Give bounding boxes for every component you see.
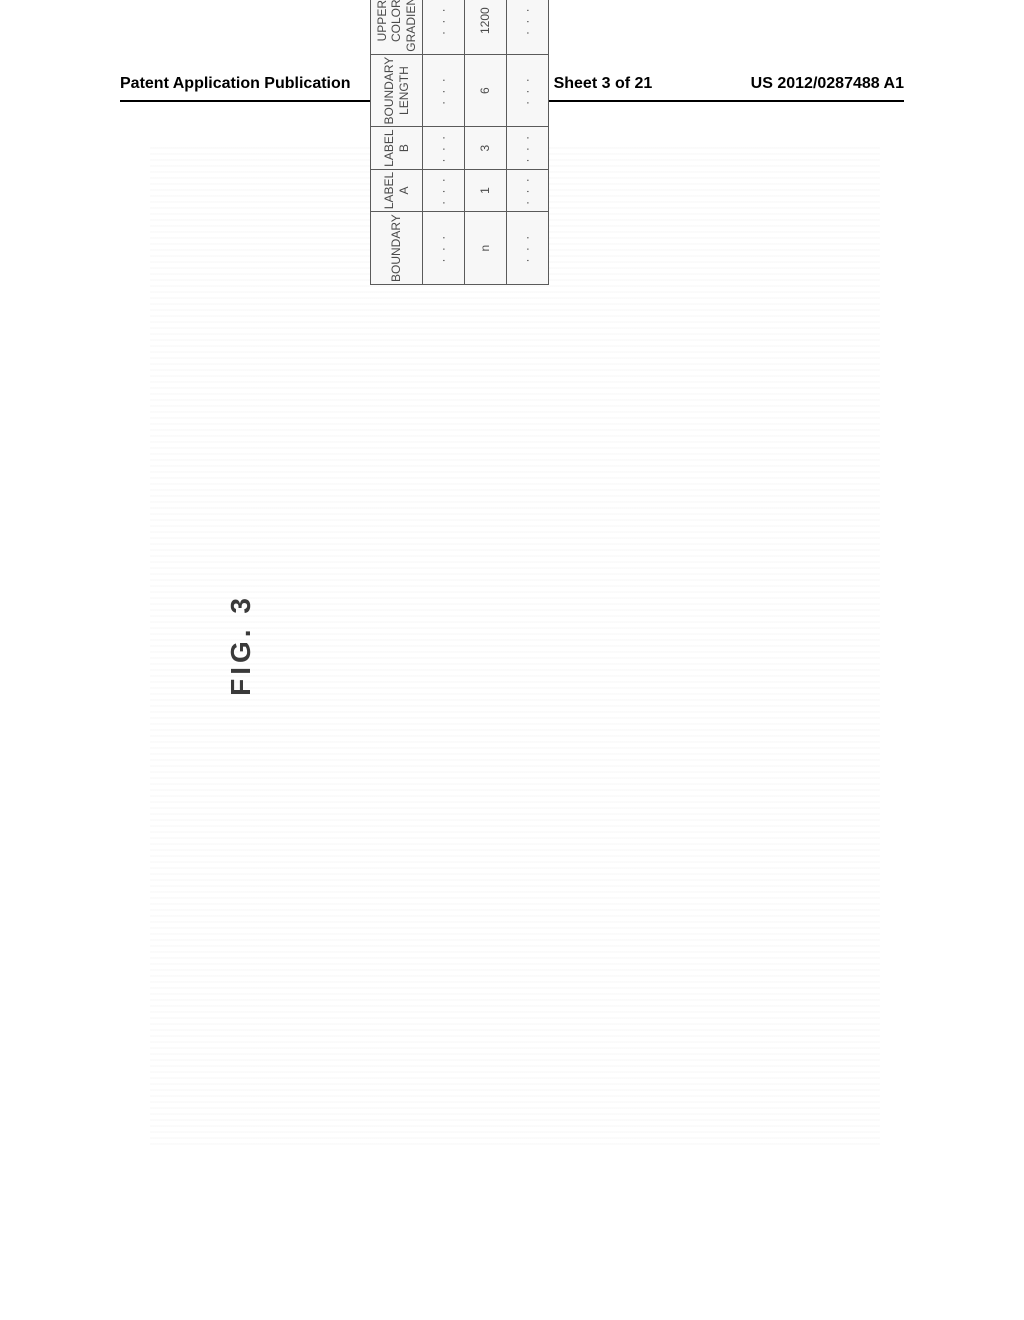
cell: 6 [465, 54, 507, 127]
col-header-boundary-length: BOUNDARYLENGTH [371, 54, 423, 127]
figure-label: FIG. 3 [225, 594, 257, 696]
col-header-boundary: BOUNDARY [371, 212, 423, 285]
cell: · · · [423, 54, 465, 127]
cell: · · · [507, 127, 549, 169]
table-header-row: BOUNDARY LABELA LABELB BOUNDARYLENGTH UP… [371, 0, 423, 285]
cell: · · · [423, 127, 465, 169]
col-header-label-b: LABELB [371, 127, 423, 169]
header-left: Patent Application Publication [120, 75, 351, 93]
table-row: · · · · · · · · · · · · · · · · · · · · … [423, 0, 465, 285]
cell: · · · [507, 169, 549, 211]
cell: · · · [507, 212, 549, 285]
cell: · · · [507, 0, 549, 54]
cell: n [465, 212, 507, 285]
cell: · · · [423, 212, 465, 285]
cell: 1200 [465, 0, 507, 54]
table-row: n 1 3 6 1200 0 0 0 200 [465, 0, 507, 285]
cell: · · · [423, 169, 465, 211]
cell: · · · [507, 54, 549, 127]
col-header-upper-gradient: UPPERCOLORGRADIENT [371, 0, 423, 54]
cell: 3 [465, 127, 507, 169]
diagram-container: FIG. 3 BOUNDARY LABELA LABELB BOUNDARYLE… [150, 145, 880, 1145]
cell: · · · [423, 0, 465, 54]
data-table: BOUNDARY LABELA LABELB BOUNDARYLENGTH UP… [370, 0, 549, 285]
table-row: · · · · · · · · · · · · · · · · · · · · … [507, 0, 549, 285]
col-header-label-a: LABELA [371, 169, 423, 211]
cell: 1 [465, 169, 507, 211]
header-right: US 2012/0287488 A1 [751, 75, 904, 93]
